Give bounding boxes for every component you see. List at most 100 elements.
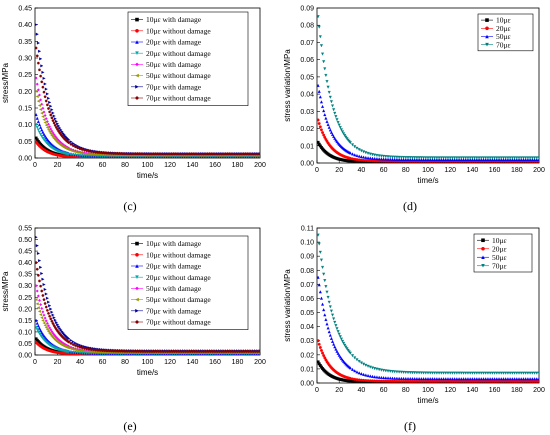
data-point — [473, 371, 477, 375]
data-point — [399, 157, 403, 161]
legend-label: 20με without damage — [146, 49, 211, 58]
data-point — [375, 157, 379, 161]
data-point — [519, 377, 523, 381]
data-point — [408, 156, 412, 160]
data-point — [417, 371, 421, 375]
legend-box — [127, 11, 249, 106]
data-point — [233, 350, 237, 353]
data-point — [450, 157, 454, 162]
caption-e: (e) — [123, 419, 136, 433]
data-point — [45, 137, 49, 141]
legend-label: 70με — [492, 261, 507, 270]
legend-label: 50με with damage — [146, 284, 202, 293]
data-point — [453, 157, 457, 162]
data-point — [322, 133, 326, 137]
data-point — [47, 331, 52, 335]
data-point — [446, 377, 450, 381]
data-point — [501, 377, 506, 381]
data-point — [343, 134, 347, 138]
y-tick-label: 0.15 — [18, 106, 32, 113]
data-point — [168, 350, 172, 353]
legend-marker — [485, 26, 489, 31]
data-point — [461, 371, 466, 375]
data-point — [39, 57, 43, 61]
data-point — [533, 377, 537, 381]
data-series — [35, 261, 260, 353]
data-point — [233, 152, 237, 156]
x-tick-label: 100 — [422, 387, 434, 394]
data-point — [495, 377, 499, 381]
data-point — [404, 157, 408, 161]
data-point — [521, 371, 526, 375]
data-point — [238, 350, 242, 353]
data-point — [150, 152, 154, 156]
data-point — [326, 326, 330, 330]
data-point — [441, 156, 446, 160]
data-point — [330, 104, 335, 108]
x-tick-label: 180 — [511, 387, 523, 394]
data-point — [330, 132, 335, 136]
data-point — [46, 329, 50, 333]
data-point — [161, 152, 165, 156]
data-point — [348, 351, 352, 355]
data-point — [242, 152, 246, 156]
data-point — [200, 350, 203, 353]
data-point — [339, 356, 343, 361]
data-point — [332, 317, 336, 321]
data-point — [397, 157, 401, 161]
chart-panel: 0 20 40 60 80 100 120 140 160 180 200 0.00 0.05 0.10 0… — [1, 6, 266, 181]
data-point — [408, 157, 412, 161]
data-point — [530, 377, 534, 381]
data-point — [39, 125, 43, 129]
y-tick-label: 0.07 — [300, 40, 314, 47]
data-point — [437, 377, 441, 381]
data-point — [139, 152, 143, 156]
data-point — [444, 377, 448, 381]
data-point — [56, 122, 60, 126]
data-point — [337, 353, 341, 357]
data-point — [49, 104, 53, 108]
data-point — [479, 156, 483, 160]
data-point — [390, 370, 395, 374]
data-point — [362, 150, 366, 154]
data-point — [537, 371, 539, 375]
data-point — [36, 306, 40, 310]
data-point — [515, 157, 519, 162]
data-point — [393, 157, 397, 161]
data-point — [51, 322, 55, 325]
data-point — [450, 377, 454, 381]
data-point — [517, 156, 521, 160]
data-point — [220, 350, 224, 353]
data-point — [426, 156, 430, 160]
data-point — [382, 157, 386, 161]
data-point — [177, 152, 181, 156]
y-tick-label: 0.04 — [300, 92, 314, 99]
data-point — [103, 349, 107, 352]
data-point — [417, 377, 421, 381]
data-point — [38, 313, 43, 317]
data-point — [404, 156, 408, 160]
data-point — [402, 370, 406, 374]
data-point — [318, 346, 322, 349]
data-point — [319, 296, 323, 300]
data-point — [42, 313, 46, 317]
y-tick-label: 0.03 — [300, 109, 314, 116]
data-point — [96, 348, 100, 352]
data-point — [504, 156, 508, 160]
data-point — [384, 157, 388, 161]
y-tick-label: 0.00 — [300, 381, 314, 388]
legend-label: 70με with damage — [146, 306, 202, 315]
data-point — [515, 371, 519, 375]
y-tick-label: 0.20 — [18, 89, 32, 96]
data-point — [466, 377, 470, 381]
data-point — [322, 272, 326, 276]
data-point — [322, 109, 326, 113]
data-point — [470, 377, 474, 381]
data-point — [238, 152, 242, 156]
data-point — [481, 157, 486, 162]
data-point — [340, 339, 345, 343]
legend-marker — [135, 241, 139, 246]
data-point — [35, 123, 38, 127]
data-point — [78, 151, 82, 155]
data-point — [37, 103, 41, 108]
